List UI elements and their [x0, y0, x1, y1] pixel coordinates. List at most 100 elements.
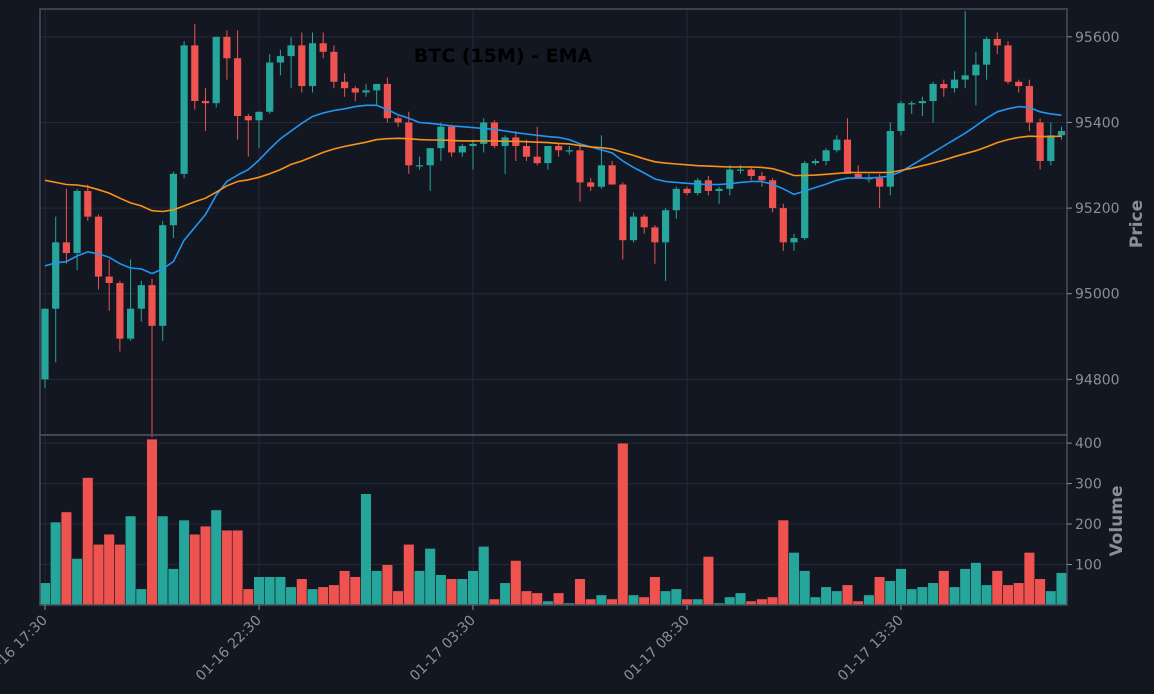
volume-tick-label: 300: [1075, 477, 1102, 493]
candle-body-up: [1047, 135, 1055, 161]
candle-body-down: [191, 45, 199, 102]
candle-body-up: [276, 56, 284, 63]
volume-bar: [1045, 590, 1057, 606]
candle-body-up: [715, 188, 723, 191]
candle-body-down: [330, 51, 338, 82]
volume-bar: [980, 584, 993, 606]
volume-bar: [499, 582, 511, 606]
volume-bar: [595, 594, 608, 606]
candle-body-up: [929, 83, 937, 102]
volume-bar: [873, 576, 886, 606]
candle-body-down: [84, 190, 92, 217]
volume-bar: [617, 442, 629, 606]
candle-body-down: [1025, 86, 1033, 123]
candle-body-up: [362, 90, 370, 93]
candle-body-up: [544, 146, 552, 164]
volume-bar: [135, 588, 147, 606]
volume-bar: [221, 529, 233, 606]
candle-body-down: [640, 216, 648, 228]
volume-bar: [231, 529, 244, 606]
price-axis-label: Price: [1127, 200, 1147, 248]
volume-bar: [724, 596, 736, 606]
candle-body-down: [758, 175, 766, 181]
candle-body-down: [854, 173, 862, 179]
candle-body-down: [234, 58, 242, 117]
volume-bar: [692, 598, 704, 606]
price-tick-label: 95400: [1075, 115, 1120, 131]
candle-body-up: [811, 160, 819, 164]
candle-body-down: [587, 182, 595, 187]
volume-bar: [39, 582, 51, 606]
volume-bar: [445, 578, 458, 606]
candle-body-down: [769, 180, 777, 209]
candle-body-up: [255, 111, 263, 121]
candle-body-up: [287, 45, 295, 57]
candle-body-down: [651, 227, 659, 243]
volume-bar: [959, 568, 971, 606]
candle-body-up: [672, 188, 680, 211]
volume-axis: 100 200 300 400: [1067, 436, 1102, 574]
volume-bar: [82, 477, 94, 606]
candle-body-up: [127, 308, 135, 339]
candle-body-down: [747, 169, 755, 176]
grid: [40, 9, 1067, 605]
candle-body-up: [41, 308, 49, 380]
volume-bar: [820, 586, 832, 606]
volume-bar: [627, 594, 640, 606]
volume-bar: [338, 570, 351, 606]
volume-bar: [103, 533, 115, 606]
volume-bar: [1002, 584, 1014, 606]
candle-body-up: [961, 75, 969, 80]
candle-body-down: [244, 116, 252, 121]
chart-title: BTC (15M) - EMA: [414, 45, 593, 67]
candle-body-up: [266, 62, 274, 112]
price-axis: 94800 95000 95200 95400 95600: [1067, 30, 1120, 388]
candle-body-down: [993, 38, 1001, 46]
price-tick-label: 95000: [1075, 287, 1120, 303]
candle-body-down: [779, 208, 787, 243]
volume-bar: [916, 586, 929, 606]
volume-bar: [360, 493, 372, 606]
volume-bar: [413, 570, 426, 606]
candle-body-down: [105, 276, 113, 284]
volume-tick-label: 400: [1075, 436, 1102, 452]
candle-body-up: [918, 101, 926, 104]
price-tick-label: 94800: [1075, 372, 1120, 388]
candle-body-down: [148, 285, 156, 326]
candle-body-down: [319, 43, 327, 52]
volume-panel-frame: [39, 434, 1068, 606]
volume-bars: [39, 438, 1068, 606]
candle-body-up: [469, 143, 477, 147]
volume-bar: [50, 521, 62, 606]
candle-body-up: [801, 163, 809, 239]
candle-body-up: [597, 165, 605, 187]
volume-bar: [306, 588, 319, 606]
volume-bar: [670, 588, 682, 606]
volume-bar: [210, 509, 222, 606]
volume-bar: [702, 556, 715, 606]
volume-bar: [274, 576, 287, 606]
candle-body-up: [308, 43, 317, 87]
volume-bar: [552, 592, 565, 606]
volume-bar: [734, 592, 747, 606]
ema-fast-line: [44, 104, 1062, 275]
volume-bar: [659, 590, 672, 606]
volume-bar: [1055, 572, 1068, 606]
volume-bar: [841, 584, 854, 606]
candle-body-down: [619, 184, 627, 241]
candle-body-down: [533, 156, 541, 164]
volume-bar: [756, 598, 768, 606]
volume-bar: [296, 578, 308, 606]
volume-bar: [264, 576, 276, 606]
volume-bar: [938, 570, 950, 606]
volume-bar: [831, 590, 843, 606]
volume-bar: [242, 588, 254, 606]
candle-body-up: [159, 225, 167, 326]
volume-bar: [328, 584, 340, 606]
candle-body-up: [736, 169, 745, 171]
candle-body-up: [950, 79, 959, 89]
candle-body-down: [876, 178, 884, 187]
volume-bar: [178, 519, 190, 606]
volume-bar: [777, 519, 789, 606]
